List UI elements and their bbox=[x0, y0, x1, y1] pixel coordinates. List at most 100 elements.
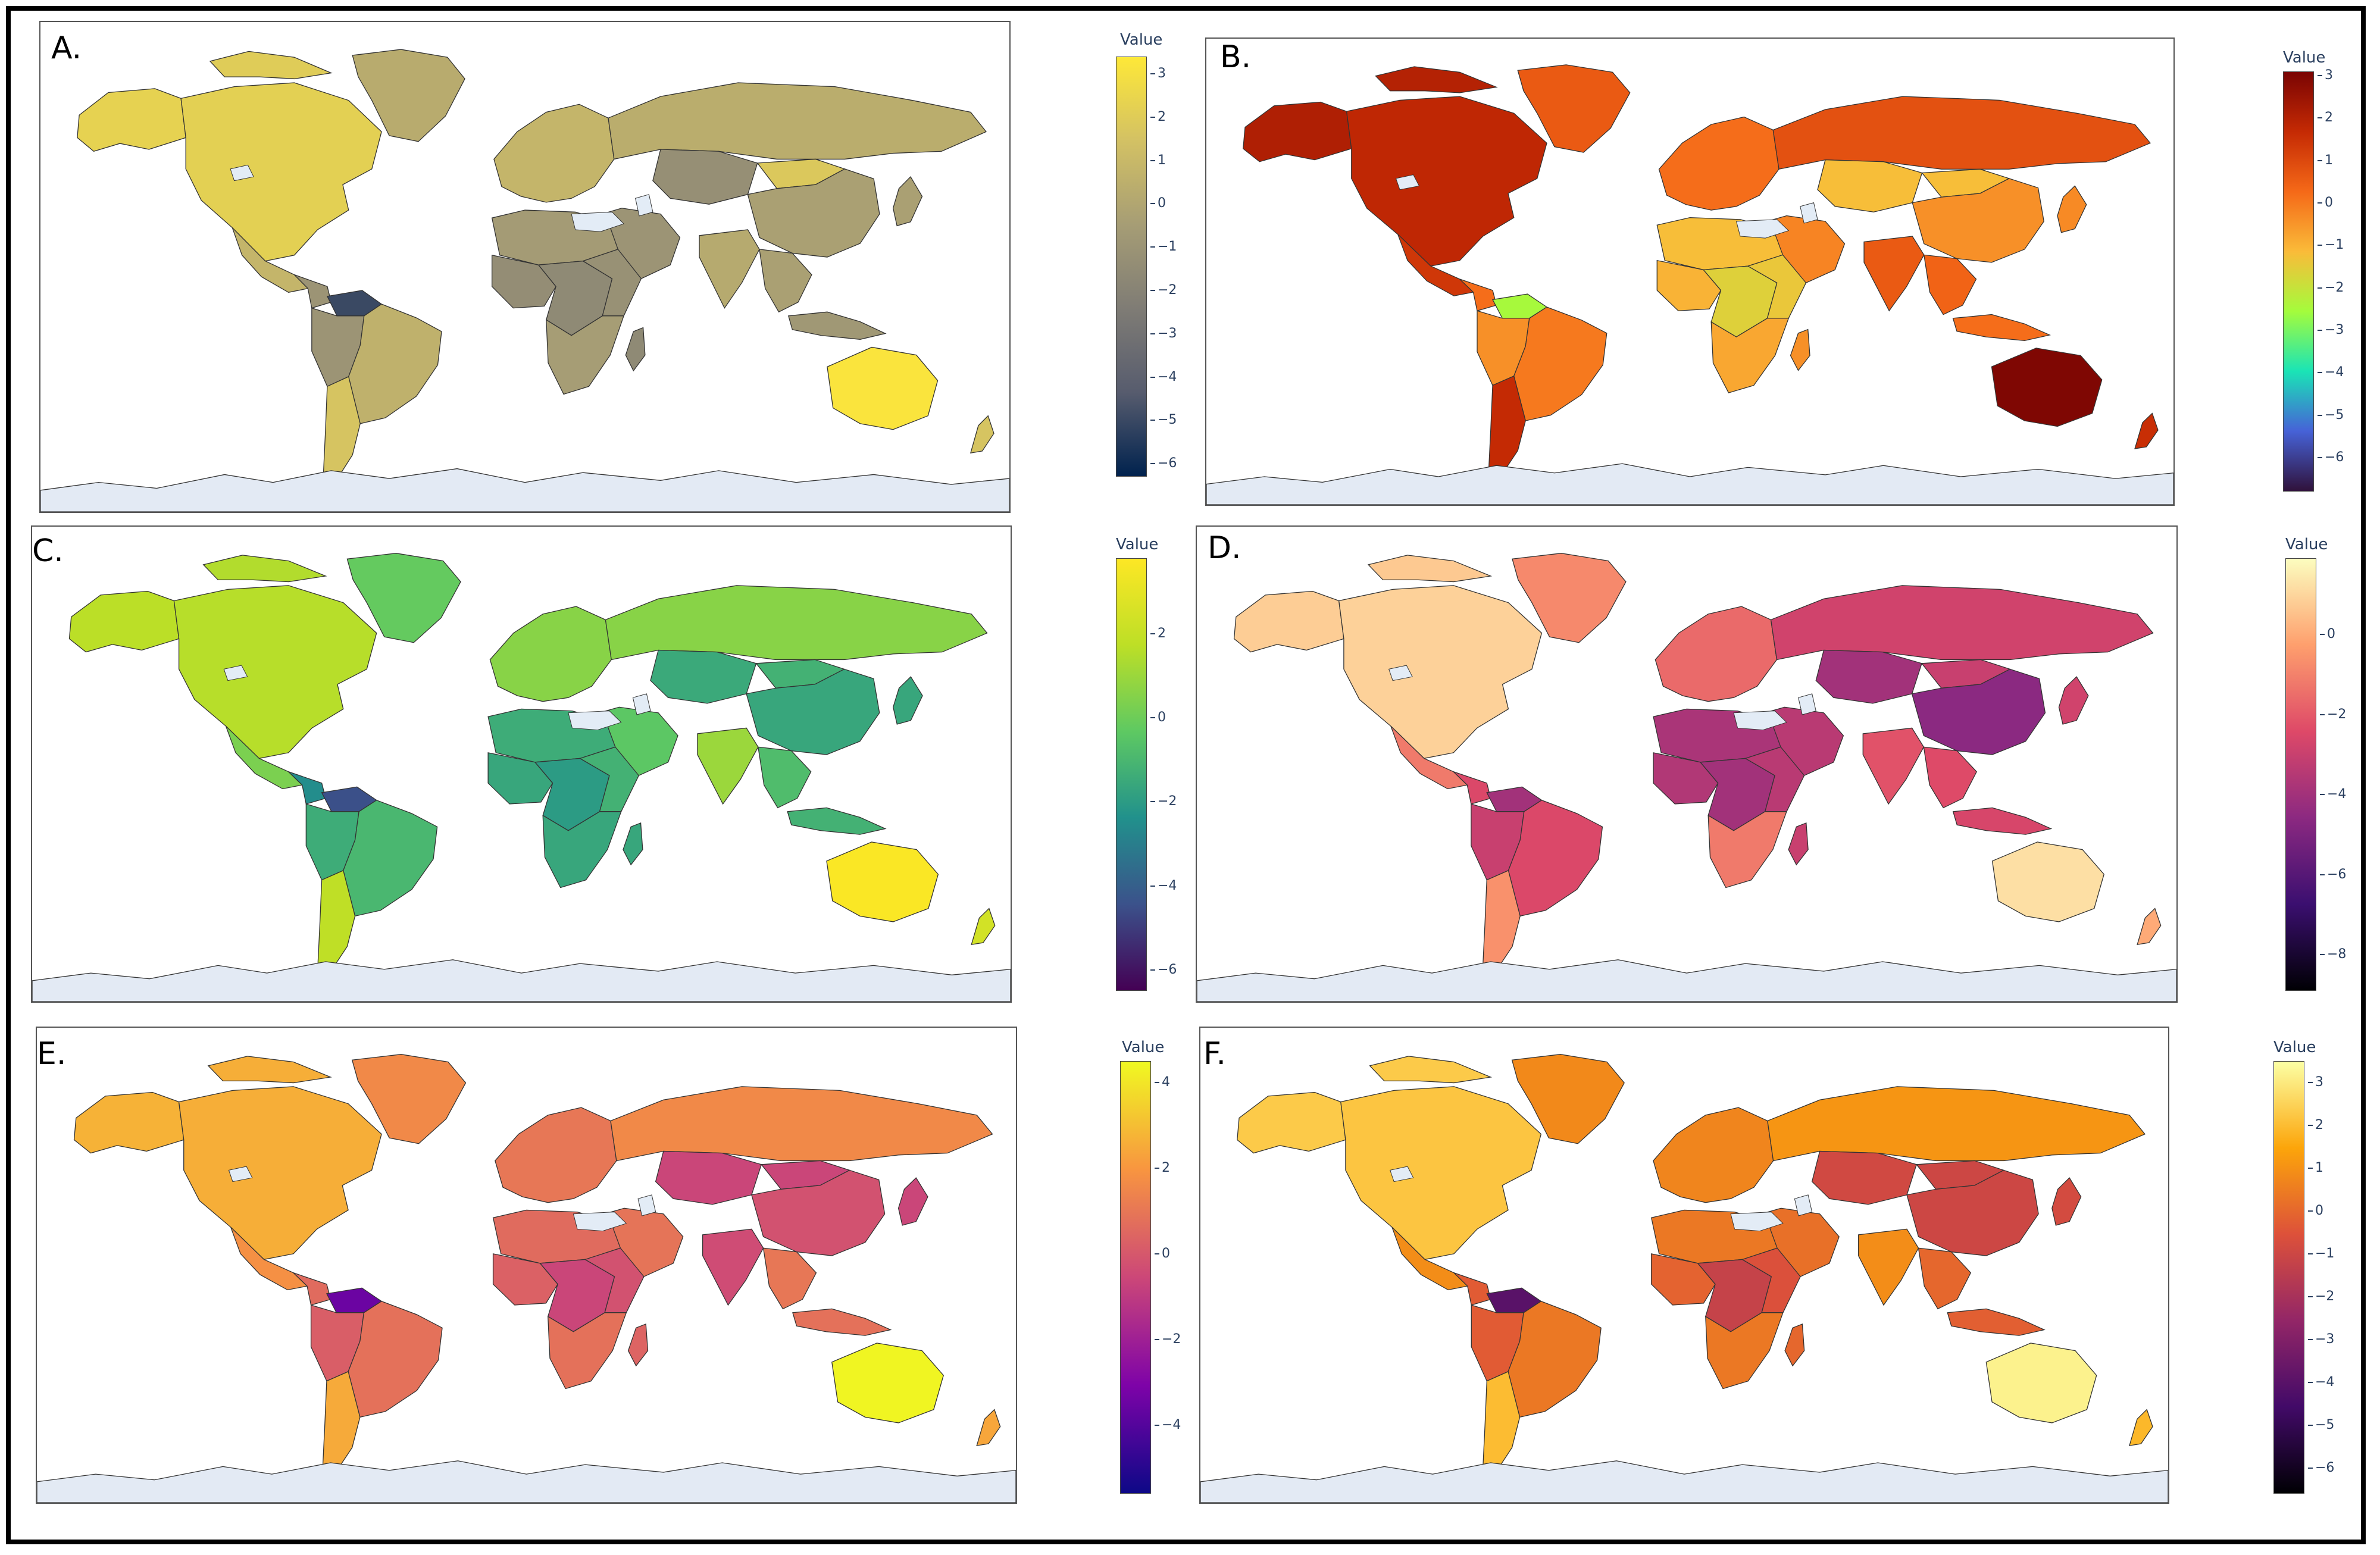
country-region-russia[interactable] bbox=[1767, 1086, 2146, 1162]
country-region-central-america[interactable] bbox=[1453, 1272, 1491, 1306]
country-region-indonesia[interactable] bbox=[792, 1308, 892, 1336]
country-region-north-america[interactable] bbox=[173, 585, 377, 759]
country-region-brazil[interactable] bbox=[348, 1300, 443, 1418]
country-region-india[interactable] bbox=[702, 1228, 764, 1306]
country-region-alaska[interactable] bbox=[77, 88, 186, 152]
country-region-india[interactable] bbox=[1858, 1228, 1919, 1306]
country-region-southeast-asia[interactable] bbox=[1923, 254, 1977, 315]
country-region-mexico[interactable] bbox=[232, 227, 309, 293]
country-region-china[interactable] bbox=[746, 668, 880, 755]
country-region-southern-africa[interactable] bbox=[1707, 811, 1787, 888]
country-region-india[interactable] bbox=[699, 229, 760, 309]
country-region-russia[interactable] bbox=[1770, 585, 2154, 661]
country-region-europe[interactable] bbox=[1655, 606, 1778, 702]
country-region-canada-islands[interactable] bbox=[1375, 66, 1498, 93]
country-region-canada-islands[interactable] bbox=[207, 1056, 332, 1084]
country-region-north-america[interactable] bbox=[1346, 96, 1547, 267]
country-region-central-america[interactable] bbox=[288, 771, 326, 805]
country-region-central-america[interactable] bbox=[294, 274, 332, 309]
country-region-new-zealand[interactable] bbox=[971, 908, 996, 946]
country-region-canada-islands[interactable] bbox=[1369, 1056, 1493, 1084]
country-region-new-zealand[interactable] bbox=[969, 415, 994, 454]
country-region-russia[interactable] bbox=[608, 82, 987, 160]
country-region-europe[interactable] bbox=[1653, 1107, 1774, 1203]
country-region-madagascar[interactable] bbox=[1790, 328, 1810, 371]
country-region-canada-islands[interactable] bbox=[1367, 555, 1493, 583]
country-region-central-america[interactable] bbox=[293, 1272, 331, 1306]
country-region-south-america-s[interactable] bbox=[1483, 1371, 1521, 1475]
country-region-canada-islands[interactable] bbox=[209, 51, 333, 80]
country-region-north-america[interactable] bbox=[178, 1086, 382, 1260]
country-region-alaska[interactable] bbox=[73, 1091, 184, 1154]
country-region-madagascar[interactable] bbox=[625, 327, 646, 372]
country-region-greenland[interactable] bbox=[1512, 553, 1627, 643]
country-region-southern-africa[interactable] bbox=[1710, 318, 1790, 393]
country-region-australia[interactable] bbox=[1991, 841, 2104, 922]
country-region-southeast-asia[interactable] bbox=[762, 1247, 817, 1310]
country-region-brazil[interactable] bbox=[1508, 799, 1603, 917]
country-region-southern-africa[interactable] bbox=[542, 811, 622, 888]
country-region-alaska[interactable] bbox=[1233, 590, 1344, 653]
country-region-japan[interactable] bbox=[2051, 1177, 2082, 1226]
country-region-south-america-s[interactable] bbox=[323, 376, 361, 483]
country-region-russia[interactable] bbox=[605, 585, 988, 661]
country-region-madagascar[interactable] bbox=[1788, 822, 1809, 866]
country-region-southeast-asia[interactable] bbox=[759, 249, 812, 313]
country-region-china[interactable] bbox=[1911, 668, 2046, 755]
country-region-south-america-s[interactable] bbox=[1482, 869, 1521, 974]
country-region-canada-islands[interactable] bbox=[202, 555, 327, 583]
country-region-central-asia[interactable] bbox=[652, 149, 758, 205]
country-region-south-america-s[interactable] bbox=[1488, 376, 1526, 477]
country-region-russia[interactable] bbox=[610, 1086, 993, 1162]
country-region-southeast-asia[interactable] bbox=[1918, 1247, 1972, 1310]
country-region-central-asia[interactable] bbox=[650, 649, 757, 704]
country-region-alaska[interactable] bbox=[1237, 1091, 1346, 1154]
country-region-mexico[interactable] bbox=[230, 1227, 308, 1291]
country-region-new-zealand[interactable] bbox=[976, 1409, 1001, 1447]
country-region-southern-africa[interactable] bbox=[547, 1312, 627, 1390]
country-region-japan[interactable] bbox=[2058, 676, 2089, 725]
country-region-south-america-s[interactable] bbox=[322, 1371, 361, 1475]
country-region-russia[interactable] bbox=[1772, 96, 2151, 170]
country-region-japan[interactable] bbox=[2057, 185, 2087, 233]
country-region-europe[interactable] bbox=[493, 104, 615, 203]
country-region-europe[interactable] bbox=[489, 606, 612, 702]
country-region-southeast-asia[interactable] bbox=[758, 746, 812, 809]
country-region-brazil[interactable] bbox=[1508, 1300, 1602, 1418]
country-region-indonesia[interactable] bbox=[1947, 1308, 2046, 1336]
country-region-central-asia[interactable] bbox=[1815, 649, 1922, 704]
country-region-southern-africa[interactable] bbox=[1705, 1312, 1784, 1390]
country-region-greenland[interactable] bbox=[1511, 1054, 1625, 1144]
country-region-greenland[interactable] bbox=[346, 553, 461, 643]
country-region-europe[interactable] bbox=[1658, 116, 1779, 211]
country-region-central-asia[interactable] bbox=[655, 1150, 762, 1205]
country-region-japan[interactable] bbox=[893, 676, 923, 725]
country-region-south-america-s[interactable] bbox=[317, 869, 356, 974]
country-region-japan[interactable] bbox=[892, 176, 923, 227]
country-region-central-america[interactable] bbox=[1459, 279, 1497, 312]
country-region-brazil[interactable] bbox=[348, 304, 442, 424]
country-region-new-zealand[interactable] bbox=[2134, 412, 2159, 449]
country-region-indonesia[interactable] bbox=[787, 807, 887, 835]
country-region-madagascar[interactable] bbox=[623, 822, 643, 866]
country-region-north-america[interactable] bbox=[1338, 585, 1543, 759]
country-region-australia[interactable] bbox=[831, 1343, 944, 1423]
country-region-southeast-asia[interactable] bbox=[1923, 746, 1978, 809]
country-region-brazil[interactable] bbox=[343, 799, 438, 917]
country-region-mexico[interactable] bbox=[1397, 234, 1474, 296]
country-region-mexico[interactable] bbox=[225, 725, 304, 790]
country-region-greenland[interactable] bbox=[352, 49, 465, 142]
country-region-greenland[interactable] bbox=[1517, 64, 1631, 153]
country-region-india[interactable] bbox=[1863, 236, 1925, 312]
country-region-australia[interactable] bbox=[827, 346, 939, 430]
country-region-new-zealand[interactable] bbox=[2129, 1409, 2153, 1447]
country-region-new-zealand[interactable] bbox=[2137, 908, 2162, 946]
country-region-alaska[interactable] bbox=[68, 590, 180, 653]
country-region-china[interactable] bbox=[1906, 1169, 2039, 1256]
country-region-brazil[interactable] bbox=[1513, 306, 1607, 421]
country-region-china[interactable] bbox=[751, 1169, 886, 1256]
country-region-india[interactable] bbox=[697, 727, 759, 805]
country-region-greenland[interactable] bbox=[351, 1054, 467, 1144]
country-region-madagascar[interactable] bbox=[627, 1324, 649, 1367]
country-region-madagascar[interactable] bbox=[1784, 1324, 1805, 1367]
